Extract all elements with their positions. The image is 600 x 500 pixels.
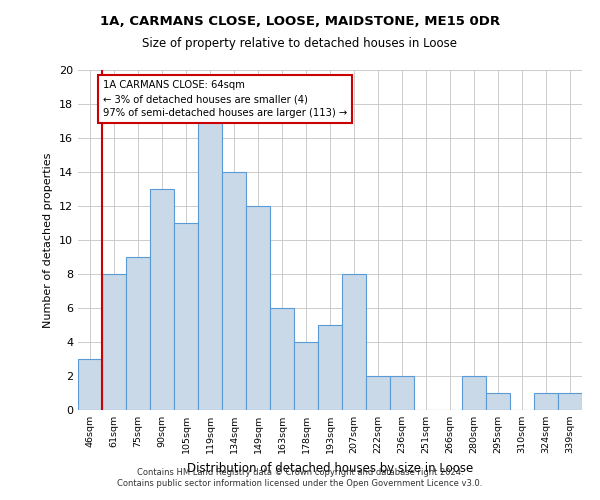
Bar — [390, 376, 414, 410]
Bar — [294, 342, 318, 410]
Bar — [174, 223, 198, 410]
Bar — [486, 393, 510, 410]
Bar — [222, 172, 246, 410]
Bar — [366, 376, 390, 410]
X-axis label: Distribution of detached houses by size in Loose: Distribution of detached houses by size … — [187, 462, 473, 474]
Bar — [126, 257, 150, 410]
Bar — [102, 274, 126, 410]
Bar — [318, 325, 342, 410]
Text: Contains HM Land Registry data © Crown copyright and database right 2024.
Contai: Contains HM Land Registry data © Crown c… — [118, 468, 482, 487]
Bar — [78, 359, 102, 410]
Text: Size of property relative to detached houses in Loose: Size of property relative to detached ho… — [143, 38, 458, 51]
Bar — [246, 206, 270, 410]
Bar — [462, 376, 486, 410]
Bar — [558, 393, 582, 410]
Bar — [150, 189, 174, 410]
Text: 1A, CARMANS CLOSE, LOOSE, MAIDSTONE, ME15 0DR: 1A, CARMANS CLOSE, LOOSE, MAIDSTONE, ME1… — [100, 15, 500, 28]
Y-axis label: Number of detached properties: Number of detached properties — [43, 152, 53, 328]
Bar — [270, 308, 294, 410]
Bar — [534, 393, 558, 410]
Bar — [342, 274, 366, 410]
Text: 1A CARMANS CLOSE: 64sqm
← 3% of detached houses are smaller (4)
97% of semi-deta: 1A CARMANS CLOSE: 64sqm ← 3% of detached… — [103, 80, 347, 118]
Bar — [198, 121, 222, 410]
